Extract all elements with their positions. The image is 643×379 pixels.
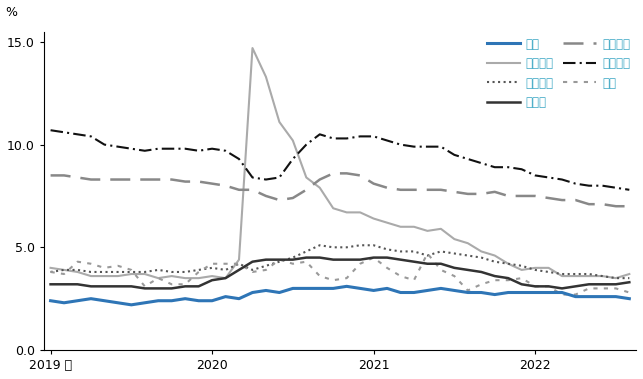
Text: %: % xyxy=(5,6,17,19)
Legend: 日本, アメリカ, イギリス, ドイツ, フランス, イタリア, 韓国: 日本, アメリカ, イギリス, ドイツ, フランス, イタリア, 韓国 xyxy=(482,33,635,114)
